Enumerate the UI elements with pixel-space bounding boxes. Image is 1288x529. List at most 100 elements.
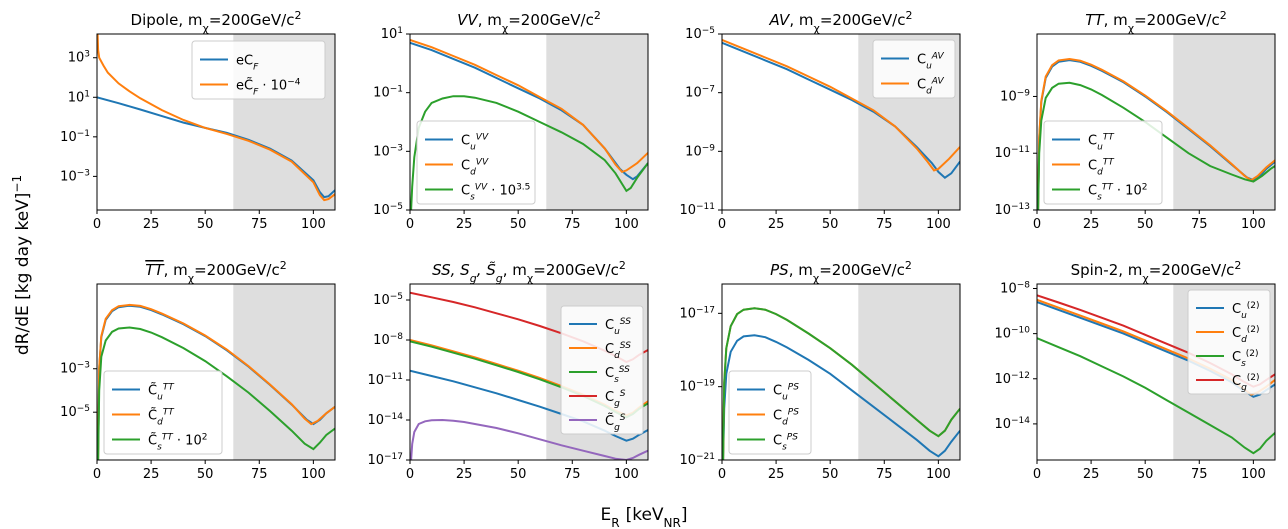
legend-label-part-1: g (614, 399, 620, 409)
y-tick-label: 10−21 (679, 452, 715, 468)
y-tick-label: 10−5 (373, 292, 403, 308)
legend-label-part-0: C (1232, 374, 1241, 389)
series-line-green (722, 307, 960, 460)
panel-title-part-2: χ (813, 22, 820, 35)
legend-label-part-1: s (1241, 359, 1246, 369)
panel-title-part-4: 2 (905, 9, 912, 22)
legend-label-part-4: 2 (1142, 183, 1148, 193)
y-tick-base: 10 (373, 293, 390, 308)
y-tick-exponent: −11 (1011, 145, 1030, 155)
series-line-green (1037, 81, 1275, 210)
x-tick-label: 25 (1083, 217, 1100, 232)
y-tick-label: 10−10 (994, 326, 1030, 342)
legend-label-part-1: s (782, 443, 787, 453)
panel-title: Dipole, mχ=200GeV/c2 (131, 9, 302, 35)
legend-label-part-1: d (1097, 168, 1103, 178)
legend-label-part-0: C (1088, 134, 1097, 149)
y-tick-label: 10−17 (367, 452, 403, 468)
legend-box (728, 370, 812, 455)
y-tick-exponent: −5 (390, 292, 403, 302)
y-tick-exponent: −21 (696, 452, 715, 462)
y-tick-label: 10−8 (1000, 281, 1030, 297)
y-tick-exponent: −8 (1017, 281, 1031, 291)
y-tick-exponent: 1 (397, 26, 403, 36)
x-tick-label: 100 (301, 217, 326, 232)
legend-label-part-2: TT (162, 433, 174, 443)
y-tick-label: 103 (68, 50, 90, 66)
legend-label-part-1: g (614, 423, 620, 433)
panel-title-part-3: =200GeV/c (194, 261, 280, 279)
y-tick-exponent: −1 (77, 129, 90, 139)
y-tick-label: 10−8 (373, 332, 403, 348)
y-tick-base: 10 (367, 453, 384, 468)
legend-label-part-1: u (782, 393, 788, 403)
shaded-region (546, 34, 648, 210)
series-group (97, 34, 335, 202)
legend-label-part-0: C (773, 409, 782, 424)
panel-title-part-2: =200GeV/c (1149, 261, 1235, 279)
legend-label-part-2: PS (788, 408, 799, 418)
y-tick-exponent: −3 (390, 143, 403, 153)
y-tick-base: 10 (367, 413, 384, 428)
legend-label-part-1: u (157, 393, 163, 403)
legend-label-part-0: C (461, 134, 470, 149)
legend-label-part-1: s (157, 443, 162, 453)
legend-label-part-2: TT (163, 383, 175, 393)
legend-label-part-0: C (1088, 159, 1097, 174)
y-tick-exponent: −5 (390, 202, 403, 212)
panel-title-part-0: VV (457, 11, 479, 29)
legend-label-part-2: (2) (1246, 349, 1259, 359)
series-group (97, 303, 335, 460)
panel-title-part-0: Spin-2, m (1071, 261, 1143, 279)
panel-title-part-4: , m (503, 261, 527, 279)
legend-label-part-0: C̃ (148, 433, 157, 448)
y-tick-base: 10 (381, 27, 398, 42)
panel-title-part-0: Dipole, m (131, 11, 203, 29)
legend-label-part-2: TT (1103, 158, 1115, 168)
x-tick-label: 50 (1137, 467, 1154, 482)
y-axis-label-text: dR/dE [kg day keV] (13, 193, 33, 356)
axes-frame (1036, 33, 1276, 211)
y-tick-exponent: −19 (696, 379, 715, 389)
panel-title-part-4: 2 (1220, 9, 1227, 22)
legend-label: eCF (236, 54, 259, 73)
y-tick-exponent: −3 (77, 168, 90, 178)
y-tick-exponent: −14 (384, 412, 403, 422)
x-tick-label: 0 (718, 467, 726, 482)
panel-title-part-3: g (496, 272, 503, 285)
axes-frame (96, 33, 336, 211)
legend-label: CuAV (917, 52, 945, 72)
x-tick-label: 100 (301, 467, 326, 482)
panel-title-part-1: χ (1142, 272, 1149, 285)
x-tick-label: 75 (251, 217, 268, 232)
legend-label-part-1: d (470, 168, 476, 178)
legend-label-part-0: C (1088, 184, 1097, 199)
x-tick-label: 0 (93, 467, 101, 482)
legend-label-part-1: u (1241, 311, 1247, 321)
series-group (722, 307, 960, 460)
legend-label-part-2: S (620, 413, 626, 423)
legend-label-part-0: C̃ (605, 414, 614, 429)
x-tick-label: 0 (718, 217, 726, 232)
axes-frame (96, 283, 336, 461)
x-tick-label: 100 (926, 217, 951, 232)
legend-label-part-1: F (253, 63, 259, 73)
panel-title-part-3: 2 (294, 9, 301, 22)
panel-title-part-1: , m (164, 261, 188, 279)
legend-label-part-1: F (253, 88, 259, 98)
y-tick-label: 10−3 (373, 143, 403, 159)
legend-label: CuPS (773, 383, 799, 403)
series-line-blue (722, 41, 960, 179)
axes-frame (721, 33, 961, 211)
panel-title-part-7: 2 (619, 259, 626, 272)
panel-title-part-3: =200GeV/c (819, 261, 905, 279)
panel-title-part-0: SS, S (432, 261, 470, 279)
legend-label-part-1: d (157, 418, 163, 428)
legend-label-part-0: eC̃ (236, 78, 253, 93)
panel-title-part-2: =200GeV/c (209, 11, 295, 29)
